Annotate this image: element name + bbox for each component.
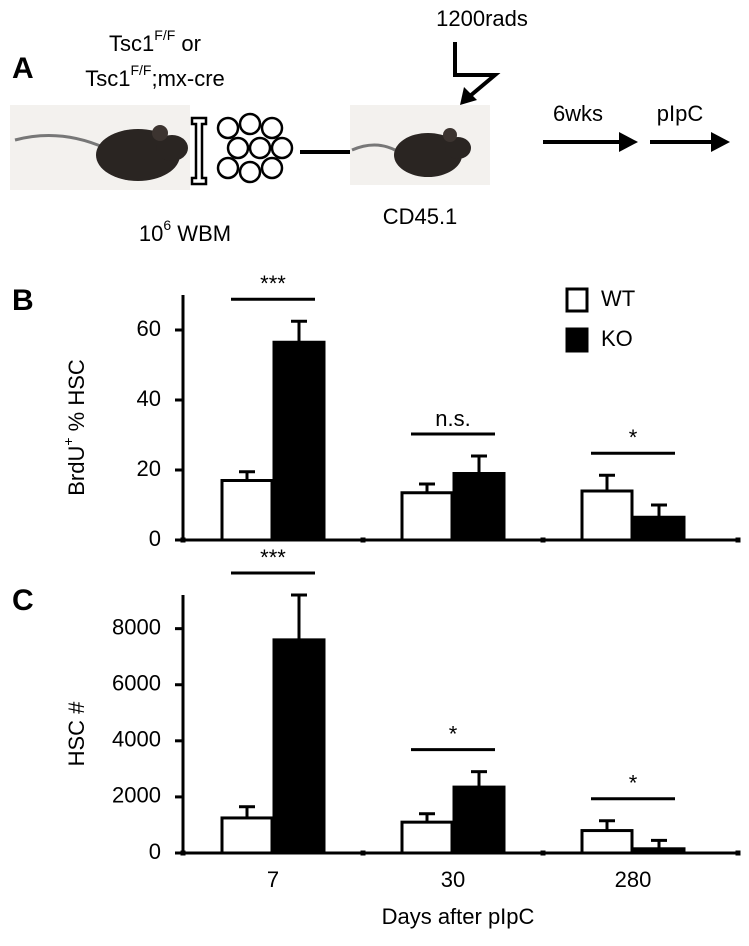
y-tick-label: 0 xyxy=(149,839,161,864)
legend-label: WT xyxy=(601,286,635,311)
text-part: BrdU xyxy=(64,446,89,496)
x-axis-tick xyxy=(360,537,366,543)
y-axis-label: HSC # xyxy=(64,701,89,767)
y-tick-label: 2000 xyxy=(112,783,161,808)
bone xyxy=(190,116,208,186)
legend-swatch xyxy=(565,327,589,353)
bar xyxy=(632,847,686,855)
text-part: % HSC xyxy=(64,359,89,437)
donor-label: Tsc1F/F or xyxy=(109,27,201,56)
step-label: 6wks xyxy=(553,101,603,126)
mouse-tail xyxy=(14,134,106,150)
significance-label: * xyxy=(629,771,638,796)
x-tick-label: 7 xyxy=(267,867,279,892)
mouse-ear xyxy=(443,128,457,142)
text-part: + xyxy=(60,437,76,445)
legend-label: KO xyxy=(601,326,633,351)
text-part: 6 xyxy=(163,217,171,233)
y-tick-label: 40 xyxy=(137,386,161,411)
y-tick-label: 8000 xyxy=(112,614,161,639)
bar xyxy=(580,489,634,542)
mouse-tail xyxy=(351,143,396,152)
x-axis-tick xyxy=(735,537,741,543)
bar xyxy=(632,515,686,542)
x-tick-label: 280 xyxy=(615,867,652,892)
bar xyxy=(452,472,506,542)
radiation-label: 1200rads xyxy=(436,6,528,31)
bar xyxy=(272,638,326,855)
text-part: F/F xyxy=(154,27,175,43)
y-tick-label: 0 xyxy=(149,526,161,551)
text-part: Tsc1 xyxy=(109,31,154,56)
panel-label: A xyxy=(12,52,34,85)
x-axis-tick xyxy=(360,850,366,856)
text-part: WBM xyxy=(171,221,231,246)
y-tick-label: 60 xyxy=(137,316,161,341)
x-axis-tick xyxy=(540,537,546,543)
cells xyxy=(216,112,294,184)
text-part: F/F xyxy=(130,62,151,78)
step-label: pIpC xyxy=(657,101,704,126)
panel-label: C xyxy=(12,584,34,617)
text-part: ;mx-cre xyxy=(151,66,224,91)
x-axis-tick xyxy=(735,850,741,856)
x-tick-label: 30 xyxy=(441,867,465,892)
significance-label: *** xyxy=(260,271,286,296)
panel-label: B xyxy=(12,284,34,317)
bar xyxy=(272,340,326,542)
mouse-body xyxy=(394,133,462,177)
x-axis-label: Days after pIpC xyxy=(382,904,535,929)
text-part: or xyxy=(175,31,201,56)
x-axis-tick xyxy=(540,850,546,856)
significance-label: *** xyxy=(260,545,286,570)
text-part: Tsc1 xyxy=(85,66,130,91)
cells-label: 106 WBM xyxy=(139,217,231,246)
bar xyxy=(220,816,274,855)
legend-swatch xyxy=(565,287,589,313)
text-part: 10 xyxy=(139,221,163,246)
y-tick-label: 20 xyxy=(137,456,161,481)
bar xyxy=(452,785,506,855)
recipient-label: CD45.1 xyxy=(383,204,458,229)
mouse-ear xyxy=(152,125,168,141)
significance-label: * xyxy=(629,425,638,450)
y-tick-label: 4000 xyxy=(112,727,161,752)
mouse-head xyxy=(445,137,471,159)
text-part: HSC # xyxy=(64,701,89,767)
bar xyxy=(400,820,454,855)
y-axis-label: BrdU+ % HSC xyxy=(60,359,89,496)
significance-label: n.s. xyxy=(435,406,470,431)
mouse-head xyxy=(156,135,188,161)
bar xyxy=(220,479,274,542)
bar xyxy=(580,829,634,855)
bar xyxy=(400,491,454,542)
donor-label: Tsc1F/F;mx-cre xyxy=(85,62,225,91)
y-tick-label: 6000 xyxy=(112,671,161,696)
schematic xyxy=(10,42,730,190)
significance-label: * xyxy=(449,721,458,746)
